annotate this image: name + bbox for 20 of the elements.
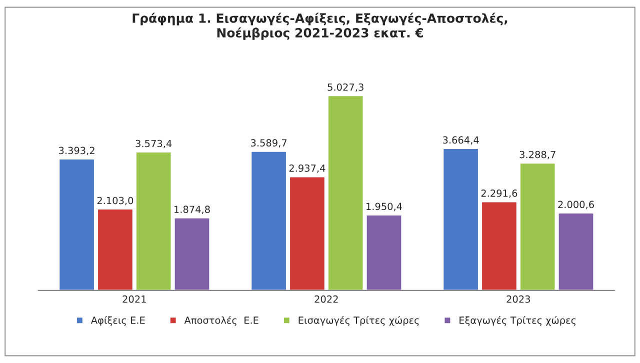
legend-label: Αποστολές Ε.Ε xyxy=(184,316,258,326)
chart-title: Γράφημα 1. Εισαγωγές-Αφίξεις, Εξαγωγές-Αποστολές, Νοέμβριος 2021-2023 εκατ. € xyxy=(132,12,508,40)
data-label: 1.874,8 xyxy=(174,206,210,214)
x-tick-label: 2022 xyxy=(314,295,338,303)
data-label: 3.664,4 xyxy=(442,136,479,145)
data-label: 2.000,6 xyxy=(558,200,594,210)
data-label: 3.589,7 xyxy=(250,139,287,148)
data-label: 5.027,3 xyxy=(328,83,364,92)
data-label: 2.291,6 xyxy=(481,190,518,198)
legend-label: Εισαγωγές Τρίτες χώρες xyxy=(298,316,419,326)
data-label: 3.393,2 xyxy=(58,146,94,156)
data-label: 2.937,4 xyxy=(289,164,326,173)
data-label: 1.950,4 xyxy=(366,202,402,212)
x-tick-label: 2021 xyxy=(122,295,146,303)
x-tick-label: 2023 xyxy=(506,295,530,303)
data-label: 3.288,7 xyxy=(520,150,556,160)
legend-label: Εξαγωγές Τρίτες χώρες xyxy=(460,316,576,326)
data-label: 2.103,0 xyxy=(97,196,134,206)
legend-label: Αφίξεις Ε.Ε xyxy=(90,316,145,326)
data-label: 3.573,4 xyxy=(136,140,172,148)
